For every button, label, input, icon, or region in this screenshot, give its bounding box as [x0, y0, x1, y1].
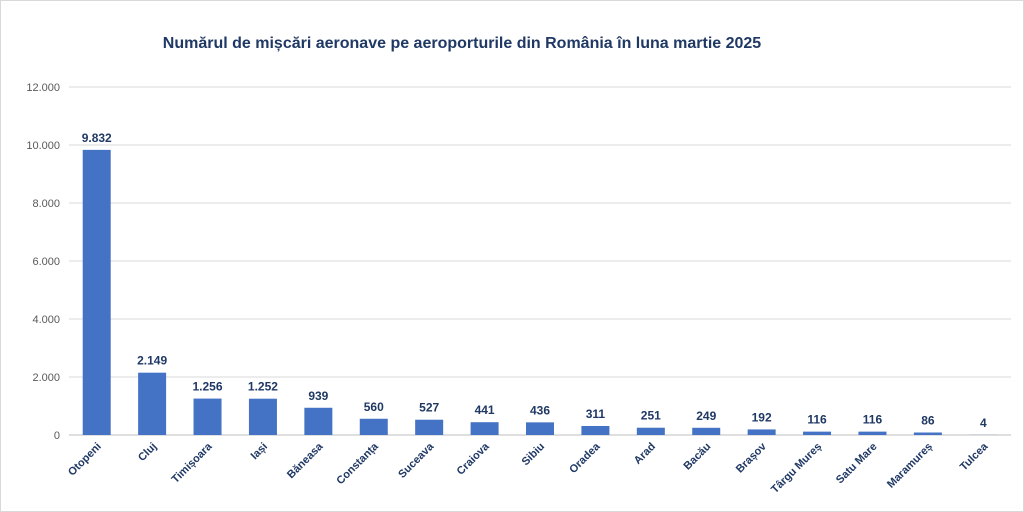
data-label: 311 — [586, 407, 606, 421]
data-label: 560 — [364, 400, 384, 414]
bar — [248, 398, 277, 435]
data-label: 249 — [696, 409, 716, 423]
y-tick-label: 2.000 — [32, 372, 60, 384]
bar — [193, 398, 222, 435]
bars — [82, 149, 998, 435]
data-label: 86 — [921, 414, 935, 428]
bar — [82, 149, 111, 435]
data-label: 1.252 — [248, 380, 278, 394]
bar — [747, 429, 776, 435]
chart-title: Numărul de mișcări aeronave pe aeroportu… — [163, 35, 762, 52]
gridlines — [69, 86, 1011, 436]
data-label: 251 — [641, 409, 661, 423]
bar — [803, 431, 832, 435]
data-labels: 9.832 2.149 1.256 1.252 939 560 527 441 436 311 25… — [82, 131, 987, 430]
y-tick-label: 4.000 — [32, 314, 60, 326]
bar — [359, 418, 388, 435]
data-label: 2.149 — [137, 354, 167, 368]
y-tick-label: 10.000 — [26, 140, 60, 152]
data-label: 436 — [530, 403, 550, 417]
data-label: 1.256 — [193, 380, 223, 394]
bar — [415, 419, 444, 435]
data-label: 116 — [807, 413, 827, 427]
bar — [581, 425, 610, 435]
bar — [692, 427, 721, 435]
y-tick-label: 0 — [54, 430, 60, 442]
bar — [636, 427, 665, 435]
bar — [138, 372, 167, 435]
bar — [913, 432, 942, 435]
data-label: 116 — [863, 413, 883, 427]
y-tick-label: 6.000 — [32, 256, 60, 268]
data-label: 9.832 — [82, 131, 112, 145]
y-tick-label: 8.000 — [32, 198, 60, 210]
data-label: 527 — [419, 401, 439, 415]
data-label: 4 — [980, 416, 987, 430]
bar — [304, 407, 333, 435]
data-label: 939 — [308, 389, 328, 403]
bar — [526, 422, 554, 435]
bar — [470, 422, 499, 435]
data-label: 192 — [752, 410, 772, 424]
data-label: 441 — [475, 403, 495, 417]
y-tick-label: 12.000 — [26, 82, 60, 94]
bar — [858, 431, 887, 435]
y-axis: 0 2.000 4.000 6.000 8.000 10.000 12.000 — [26, 82, 60, 442]
